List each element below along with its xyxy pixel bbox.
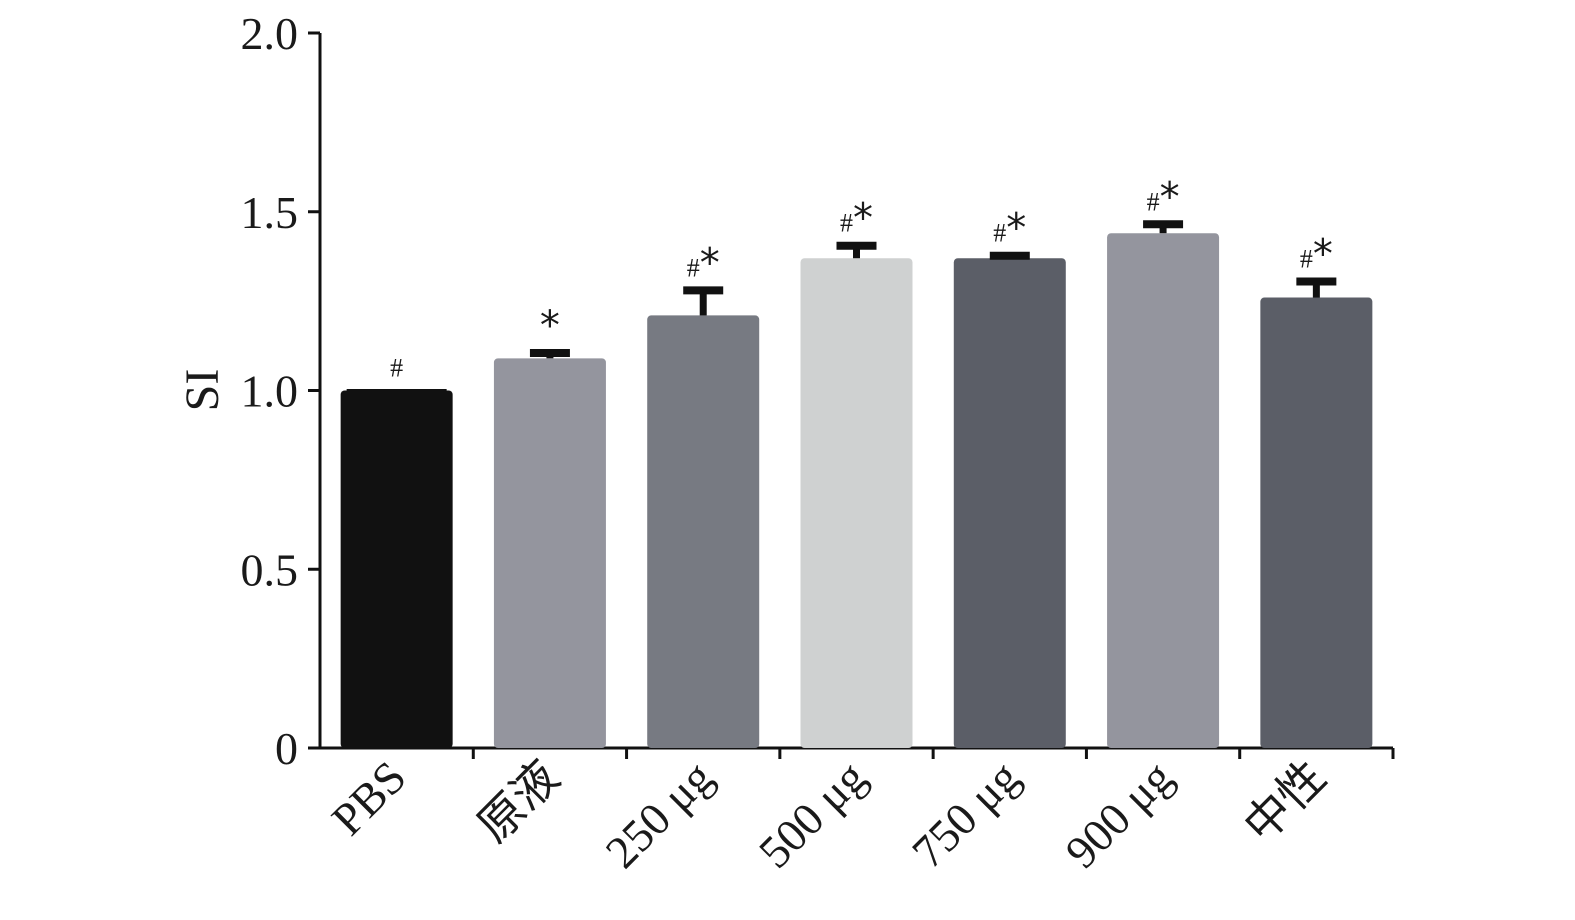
significance-annotation-0: # <box>390 354 403 383</box>
significance-annotation-5: #* <box>1147 174 1180 220</box>
bar-5 <box>1107 233 1220 748</box>
x-tick-label-6: 中性 <box>1234 751 1335 852</box>
bar-1 <box>493 358 606 748</box>
x-tick-label-2: 250 μg <box>596 751 723 878</box>
chart-bars-group <box>340 220 1373 748</box>
y-tick-label-4: 2.0 <box>241 8 299 59</box>
bar-0 <box>340 390 453 748</box>
bar-4 <box>953 258 1066 748</box>
y-axis-label: SI <box>176 369 229 412</box>
x-tick-label-5: 900 μg <box>1055 751 1182 878</box>
x-tick-label-3: 500 μg <box>749 751 876 878</box>
y-tick-label-3: 1.5 <box>241 187 299 238</box>
significance-annotation-3: #* <box>840 196 873 242</box>
bar-3 <box>800 258 913 748</box>
x-tick-label-0: PBS <box>322 751 416 845</box>
x-tick-label-4: 750 μg <box>902 751 1029 878</box>
significance-annotation-6: #* <box>1300 231 1333 277</box>
bar-6 <box>1260 297 1373 748</box>
y-tick-label-1: 0.5 <box>241 544 299 595</box>
significance-annotation-2: #* <box>687 240 720 286</box>
y-tick-label-2: 1.0 <box>241 366 299 417</box>
significance-annotation-1: * <box>540 303 560 349</box>
bar-2 <box>647 315 760 748</box>
y-tick-label-0: 0 <box>275 723 298 774</box>
x-tick-label-1: 原液 <box>468 751 569 852</box>
significance-annotation-4: #* <box>993 206 1026 252</box>
